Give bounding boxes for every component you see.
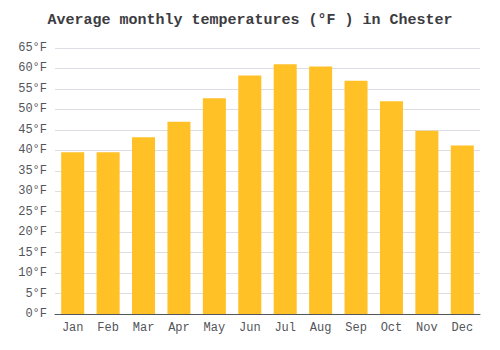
svg-text:Mar: Mar [133,321,155,335]
svg-text:Oct: Oct [381,321,403,335]
svg-text:50°F: 50°F [18,102,47,116]
svg-text:May: May [204,321,226,335]
svg-text:65°F: 65°F [18,41,47,55]
svg-text:20°F: 20°F [18,225,47,239]
svg-text:30°F: 30°F [18,184,47,198]
svg-text:Jun: Jun [239,321,261,335]
svg-text:Jan: Jan [62,321,84,335]
svg-text:Apr: Apr [168,321,190,335]
svg-text:Dec: Dec [451,321,473,335]
svg-text:45°F: 45°F [18,123,47,137]
svg-text:35°F: 35°F [18,164,47,178]
svg-text:5°F: 5°F [25,287,47,301]
svg-text:Average monthly temperatures (: Average monthly temperatures (°F ) in Ch… [47,12,452,29]
svg-text:Sep: Sep [345,321,367,335]
svg-text:Feb: Feb [97,321,119,335]
svg-text:Jul: Jul [274,321,296,335]
svg-text:Aug: Aug [310,321,332,335]
svg-text:15°F: 15°F [18,246,47,260]
svg-text:0°F: 0°F [25,307,47,321]
svg-text:Nov: Nov [416,321,438,335]
svg-text:60°F: 60°F [18,61,47,75]
svg-text:25°F: 25°F [18,205,47,219]
svg-text:55°F: 55°F [18,82,47,96]
svg-text:10°F: 10°F [18,266,47,280]
svg-text:40°F: 40°F [18,143,47,157]
